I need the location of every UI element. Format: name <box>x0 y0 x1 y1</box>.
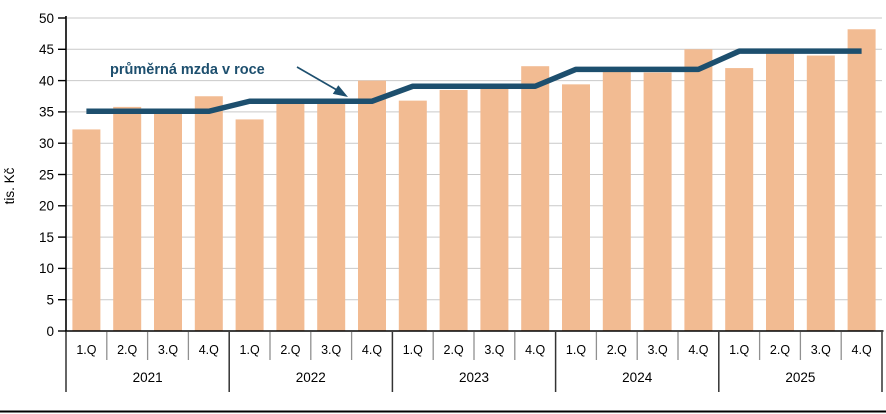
bar-2025-1.Q <box>725 68 754 331</box>
y-tick-label-5: 5 <box>46 293 54 308</box>
bar-2021-4.Q <box>194 96 223 331</box>
bar-2025-3.Q <box>806 55 835 332</box>
bar-2022-1.Q <box>235 119 264 331</box>
quarter-label-2025-3.Q: 3.Q <box>811 343 831 357</box>
quarter-label-2022-3.Q: 3.Q <box>321 343 341 357</box>
y-tick-label-0: 0 <box>46 324 54 339</box>
quarter-label-2024-4.Q: 4.Q <box>688 343 708 357</box>
bar-2025-4.Q <box>847 29 876 331</box>
y-tick-label-20: 20 <box>39 199 54 214</box>
quarter-label-2022-2.Q: 2.Q <box>280 343 300 357</box>
year-label-2021: 2021 <box>133 370 163 385</box>
year-label-2025: 2025 <box>785 370 815 385</box>
bar-2023-4.Q <box>521 66 550 332</box>
quarter-label-2025-4.Q: 4.Q <box>852 343 872 357</box>
quarter-label-2022-4.Q: 4.Q <box>362 343 382 357</box>
y-axis-title: tis. Kč <box>2 167 17 204</box>
quarter-label-2025-1.Q: 1.Q <box>729 343 749 357</box>
y-tick-label-30: 30 <box>39 136 54 151</box>
bar-2021-3.Q <box>154 112 182 331</box>
bar-2023-3.Q <box>480 88 509 331</box>
y-tick-label-15: 15 <box>39 230 54 245</box>
y-tick-label-50: 50 <box>39 11 54 26</box>
quarter-label-2023-2.Q: 2.Q <box>444 343 464 357</box>
y-tick-label-10: 10 <box>39 261 54 276</box>
line-annotation: průměrná mzda v roce <box>110 62 348 97</box>
quarter-label-2021-2.Q: 2.Q <box>117 343 137 357</box>
bottom-divider <box>0 410 886 413</box>
bar-2021-2.Q <box>113 106 142 331</box>
quarter-label-2023-1.Q: 1.Q <box>403 343 423 357</box>
annotation-arrow-line <box>296 66 337 91</box>
gridlines <box>67 17 882 301</box>
bar-2024-4.Q <box>684 49 713 332</box>
annotation-label: průměrná mzda v roce <box>110 62 265 78</box>
quarter-label-2023-4.Q: 4.Q <box>525 343 545 357</box>
quarter-label-2025-2.Q: 2.Q <box>770 343 790 357</box>
year-label-2023: 2023 <box>459 370 489 385</box>
y-tick-label-40: 40 <box>39 73 54 88</box>
bar-2022-4.Q <box>358 80 386 331</box>
bar-2021-1.Q <box>72 129 101 331</box>
bar-2023-1.Q <box>398 100 427 331</box>
quarter-label-2022-1.Q: 1.Q <box>240 343 260 357</box>
annotation-arrowhead-icon <box>332 85 348 97</box>
bar-2024-1.Q <box>562 84 590 331</box>
quarter-label-2024-3.Q: 3.Q <box>648 343 668 357</box>
quarter-label-2024-1.Q: 1.Q <box>566 343 586 357</box>
y-axis: 0 5 10 15 20 25 30 35 40 45 50 <box>39 11 67 339</box>
bar-2022-3.Q <box>317 103 346 332</box>
bar-2024-3.Q <box>643 72 672 331</box>
x-axis: 1.Q 2.Q 3.Q 4.Q 2021 1.Q 2.Q 3.Q 4.Q 2022 1.Q 2.Q 3.… <box>65 330 884 392</box>
annual-average-step-line <box>86 48 862 115</box>
year-label-2022: 2022 <box>296 370 326 385</box>
bar-2024-2.Q <box>602 71 631 331</box>
year-label-2024: 2024 <box>622 370 653 385</box>
y-tick-label-45: 45 <box>39 42 54 57</box>
bar-2023-2.Q <box>439 89 468 332</box>
quarterly-wage-bars <box>72 29 876 332</box>
y-tick-label-35: 35 <box>39 105 54 120</box>
quarter-label-2023-3.Q: 3.Q <box>484 343 504 357</box>
bar-2025-2.Q <box>766 52 794 332</box>
quarter-label-2021-4.Q: 4.Q <box>199 343 219 357</box>
quarter-label-2024-2.Q: 2.Q <box>607 343 627 357</box>
bar-2022-2.Q <box>276 103 305 331</box>
step-line-path <box>86 48 862 115</box>
quarter-label-2021-1.Q: 1.Q <box>76 343 96 357</box>
quarter-label-2021-3.Q: 3.Q <box>158 343 178 357</box>
y-tick-label-25: 25 <box>39 167 54 182</box>
